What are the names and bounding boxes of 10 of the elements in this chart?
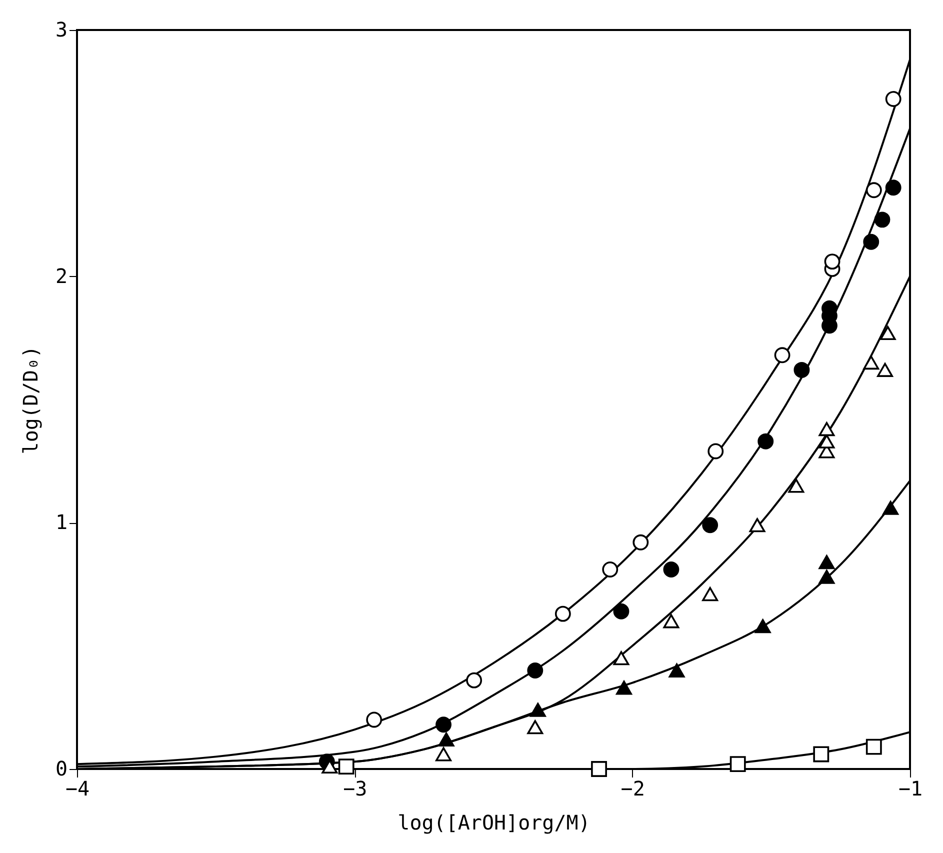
y-tick-label: 3 bbox=[55, 18, 68, 42]
x-tick-label: −4 bbox=[65, 776, 90, 800]
y-axis-title: log(D/D₀) bbox=[18, 346, 42, 454]
x-tick-label: −1 bbox=[898, 776, 923, 800]
y-tick-label: 1 bbox=[55, 510, 68, 534]
y-tick-label: 2 bbox=[55, 264, 68, 288]
x-tick-label: −3 bbox=[343, 776, 368, 800]
y-tick-label: 0 bbox=[55, 756, 68, 780]
x-tick-label: −2 bbox=[620, 776, 645, 800]
x-axis-title: log([ArOH]org/M) bbox=[398, 810, 590, 834]
